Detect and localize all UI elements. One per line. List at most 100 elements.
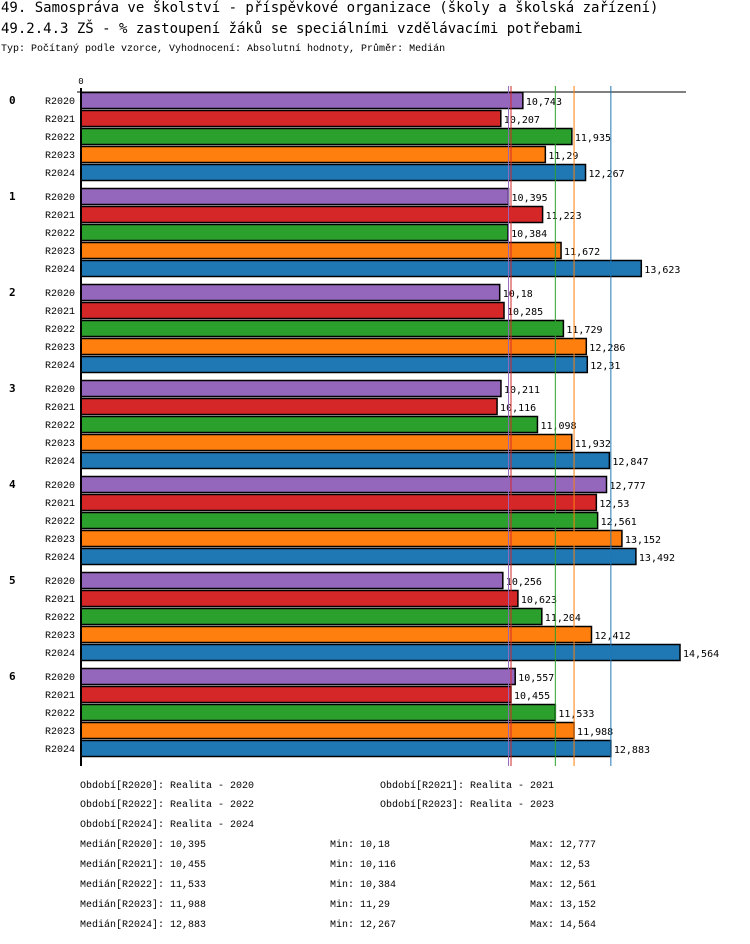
series-label: R2022 xyxy=(45,613,75,624)
legend-median-r2024: Medián[R2024]: 12,883 xyxy=(80,920,207,931)
series-label: R2024 xyxy=(45,361,75,372)
series-label: R2021 xyxy=(45,115,75,126)
bar-r2020 xyxy=(80,571,504,590)
group-label: 5 xyxy=(9,574,16,587)
series-label: R2020 xyxy=(45,673,75,684)
bar-value-label: 12,53 xyxy=(599,499,629,510)
series-label: R2020 xyxy=(45,289,75,300)
legend-period-r2022: Období[R2022]: Realita - 2022 xyxy=(80,800,255,811)
bar-r2022 xyxy=(80,127,573,146)
bar-r2024 xyxy=(80,163,587,182)
bar-value-label: 10,116 xyxy=(500,403,536,414)
bar-r2020 xyxy=(80,475,608,494)
bar-r2020 xyxy=(80,91,524,110)
bar-r2022 xyxy=(80,319,565,338)
bar-value-label: 11,672 xyxy=(564,247,600,258)
bar-r2020 xyxy=(80,379,502,398)
bar-r2020 xyxy=(80,283,501,302)
series-label: R2023 xyxy=(45,151,75,162)
bar-r2021 xyxy=(80,109,502,128)
bar-r2022 xyxy=(80,511,599,530)
bar-r2021 xyxy=(80,205,544,224)
series-label: R2020 xyxy=(45,577,75,588)
bar-r2024 xyxy=(80,739,612,758)
bar-value-label: 11,988 xyxy=(577,727,613,738)
bar-value-label: 12,412 xyxy=(594,631,630,642)
bar-value-label: 14,564 xyxy=(683,649,719,660)
bar-value-label: 11,098 xyxy=(540,421,576,432)
series-label: R2021 xyxy=(45,691,75,702)
series-label: R2023 xyxy=(45,439,75,450)
legend-period-r2024: Období[R2024]: Realita - 2024 xyxy=(80,820,255,831)
bar-value-label: 13,152 xyxy=(625,535,661,546)
group-label: 3 xyxy=(9,382,16,395)
bar-value-label: 10,207 xyxy=(504,115,540,126)
bar-r2024 xyxy=(80,451,611,470)
legend-period-r2020: Období[R2020]: Realita - 2020 xyxy=(80,781,255,792)
series-label: R2022 xyxy=(45,517,75,528)
legend-median-r2021: Medián[R2021]: 10,455 xyxy=(80,860,207,871)
group-label: 0 xyxy=(9,94,16,107)
bar-value-label: 13,623 xyxy=(644,265,680,276)
series-label: R2023 xyxy=(45,535,75,546)
bar-r2023 xyxy=(80,529,623,548)
legend-min-r2021: Min: 10,116 xyxy=(330,860,397,871)
bar-value-label: 11,204 xyxy=(545,613,581,624)
bar-value-label: 10,256 xyxy=(506,577,542,588)
bar-value-label: 10,743 xyxy=(526,97,562,108)
legend-min-r2022: Min: 10,384 xyxy=(330,880,397,891)
series-label: R2024 xyxy=(45,553,75,564)
bar-r2022 xyxy=(80,703,557,722)
bar-r2020 xyxy=(80,667,516,686)
legend-period-r2023: Období[R2023]: Realita - 2023 xyxy=(380,800,555,811)
bar-r2023 xyxy=(80,145,547,164)
bar-value-label: 13,492 xyxy=(639,553,675,564)
bar-r2023 xyxy=(80,241,562,260)
bar-r2022 xyxy=(80,607,543,626)
bar-r2021 xyxy=(80,589,519,608)
series-label: R2024 xyxy=(45,457,75,468)
bar-value-label: 10,623 xyxy=(521,595,557,606)
series-label: R2023 xyxy=(45,727,75,738)
legend-median-r2023: Medián[R2023]: 11,988 xyxy=(80,900,207,911)
chart-info: Typ: Počítaný podle vzorce, Vyhodnocení:… xyxy=(1,44,446,55)
bar-r2024 xyxy=(80,643,681,662)
series-label: R2020 xyxy=(45,97,75,108)
series-label: R2024 xyxy=(45,169,75,180)
group-label: 2 xyxy=(9,286,16,299)
bar-value-label: 12,777 xyxy=(610,481,646,492)
bar-r2020 xyxy=(80,187,510,206)
bar-value-label: 10,395 xyxy=(512,193,548,204)
group-label: 1 xyxy=(9,190,16,203)
group-label: 4 xyxy=(9,478,16,491)
series-label: R2021 xyxy=(45,211,75,222)
series-label: R2021 xyxy=(45,499,75,510)
bar-r2022 xyxy=(80,415,539,434)
series-label: R2023 xyxy=(45,631,75,642)
series-label: R2022 xyxy=(45,133,75,144)
series-label: R2024 xyxy=(45,265,75,276)
bar-value-label: 10,557 xyxy=(518,673,554,684)
bar-r2021 xyxy=(80,397,498,416)
bar-value-label: 11,223 xyxy=(546,211,582,222)
legend-period-r2021: Období[R2021]: Realita - 2021 xyxy=(380,781,555,792)
bar-value-label: 11,29 xyxy=(548,151,578,162)
bar-value-label: 10,285 xyxy=(507,307,543,318)
legend-max-r2022: Max: 12,561 xyxy=(530,880,597,891)
series-label: R2024 xyxy=(45,745,75,756)
bar-value-label: 12,847 xyxy=(612,457,648,468)
bar-r2024 xyxy=(80,547,637,566)
chart-subtitle: 49.2.4.3 ZŠ - % zastoupení žáků se speci… xyxy=(1,21,583,37)
legend-max-r2024: Max: 14,564 xyxy=(530,920,597,931)
bar-value-label: 12,883 xyxy=(614,745,650,756)
bar-value-label: 11,729 xyxy=(566,325,602,336)
legend-max-r2021: Max: 12,53 xyxy=(530,860,591,871)
legend-min-r2024: Min: 12,267 xyxy=(330,920,397,931)
series-label: R2022 xyxy=(45,421,75,432)
bar-r2024 xyxy=(80,259,643,278)
group-label: 6 xyxy=(9,670,16,683)
bar-value-label: 10,211 xyxy=(504,385,540,396)
bar-r2021 xyxy=(80,301,505,320)
series-label: R2023 xyxy=(45,343,75,354)
bar-value-label: 12,31 xyxy=(590,361,620,372)
